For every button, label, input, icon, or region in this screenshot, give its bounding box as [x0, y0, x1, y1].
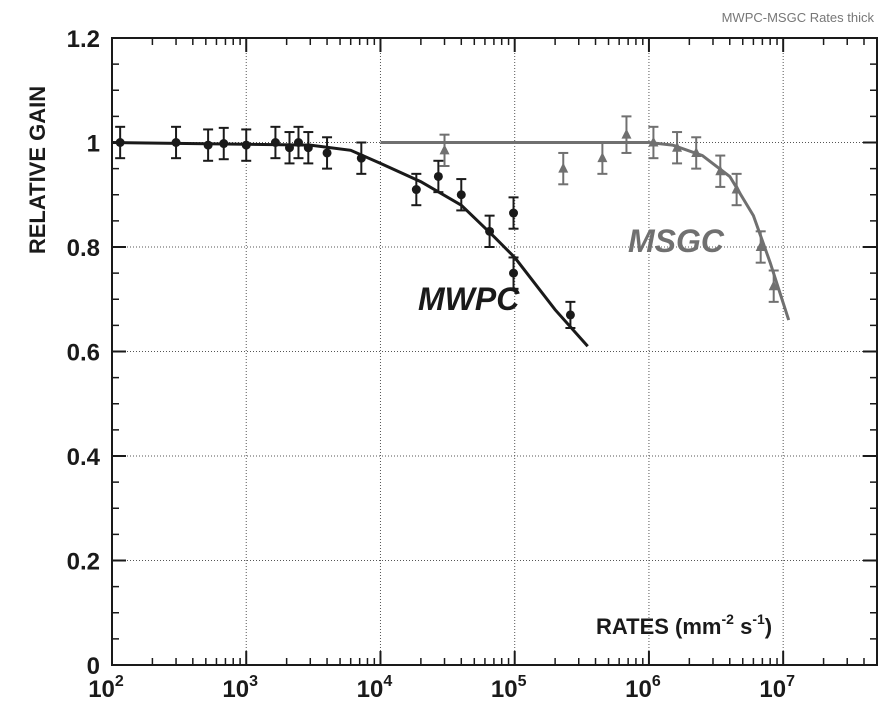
mwpc-data-point	[303, 131, 314, 165]
mwpc-data-point	[284, 131, 295, 165]
x-tick-label: 105	[491, 673, 527, 703]
mwpc-data-point	[356, 141, 367, 175]
y-tick-label: 1.2	[67, 26, 100, 53]
msgc-data-point	[731, 172, 742, 207]
mwpc-data-point	[508, 256, 519, 290]
y-tick-labels: 0 0.2 0.4 0.6 0.8 1 1.2	[67, 26, 101, 680]
x-tick-labels: 102 103 104 105 106 107	[88, 673, 795, 703]
y-tick-label: 0	[87, 653, 100, 680]
y-tick-label: 0.2	[67, 549, 100, 576]
msgc-series-label: MSGC	[628, 223, 725, 259]
msgc-data-point	[755, 230, 766, 264]
msgc-data-point	[621, 115, 632, 154]
msgc-data-point	[597, 141, 608, 175]
mwpc-data-point	[433, 159, 444, 194]
mwpc-data-point	[484, 214, 495, 248]
y-tick-label: 0.4	[67, 444, 101, 471]
mwpc-data-point	[218, 126, 229, 161]
msgc-data-point	[558, 151, 569, 186]
chart-title: MWPC-MSGC Rates thick	[722, 10, 875, 25]
y-tick-label: 1	[87, 131, 100, 158]
msgc-data-point	[691, 136, 702, 170]
grid	[112, 38, 877, 665]
msgc-data-point	[672, 131, 683, 165]
msgc-data-point	[648, 125, 659, 160]
y-tick-label: 0.6	[67, 340, 100, 367]
mwpc-data-point	[171, 125, 182, 160]
x-tick-label: 107	[759, 673, 795, 703]
mwpc-data-point	[203, 128, 214, 162]
x-tick-label: 103	[222, 673, 258, 703]
mwpc-fit-curve	[111, 141, 589, 348]
mwpc-series-label: MWPC	[418, 281, 520, 317]
data-points	[115, 115, 779, 329]
mwpc-data-point	[411, 172, 422, 207]
x-tick-label: 104	[357, 673, 393, 703]
x-tick-label: 102	[88, 673, 124, 703]
x-axis-label: RATES (mm-2 s-1)	[596, 611, 772, 639]
x-tick-label: 106	[625, 673, 661, 703]
mwpc-data-point	[565, 300, 576, 329]
mwpc-data-point	[508, 196, 519, 230]
y-tick-label: 0.8	[67, 235, 100, 262]
mwpc-data-point	[241, 128, 252, 162]
msgc-data-point	[439, 133, 450, 168]
msgc-data-point	[715, 154, 726, 188]
msgc-data-point	[768, 269, 779, 303]
mwpc-data-point	[270, 125, 281, 160]
mwpc-data-point	[456, 178, 467, 212]
y-axis-label: RELATIVE GAIN	[25, 86, 50, 254]
mwpc-data-point	[293, 125, 304, 160]
mwpc-data-point	[322, 136, 333, 170]
axis-ticks	[111, 37, 878, 666]
